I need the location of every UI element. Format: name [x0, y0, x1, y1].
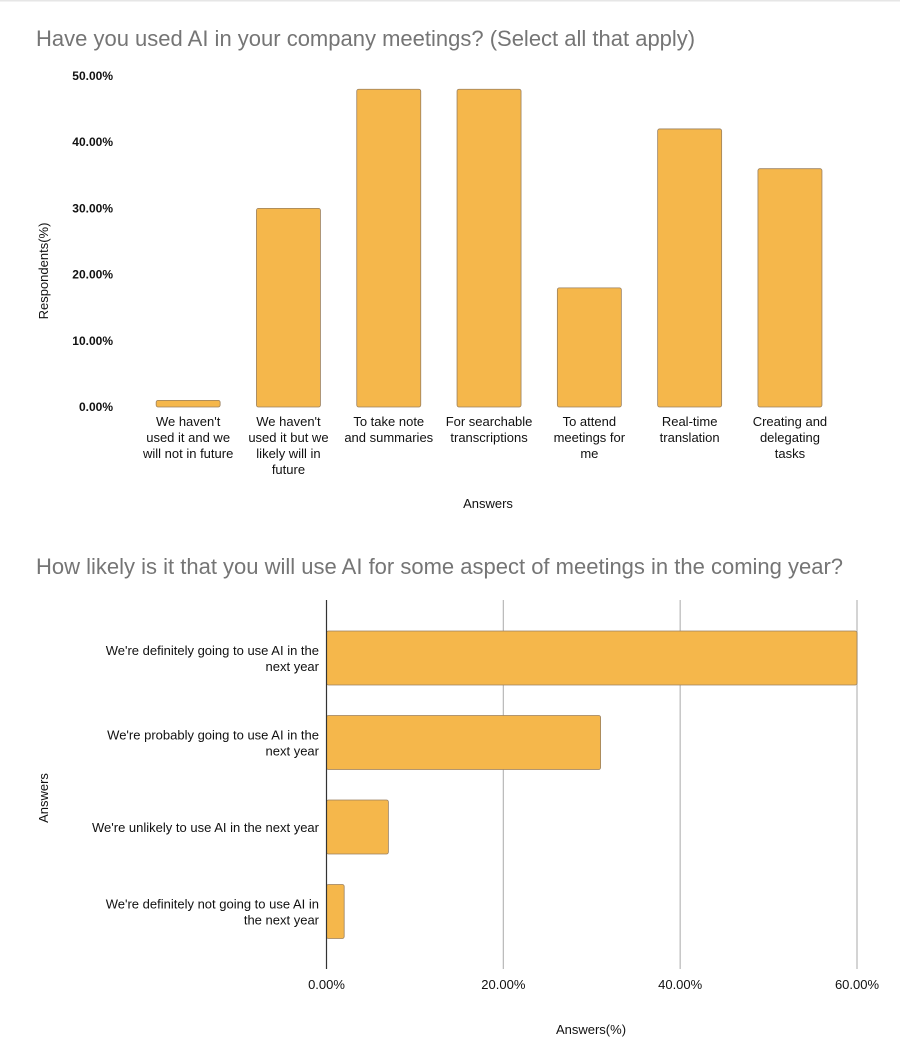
chart-usage-ytick: 40.00%: [72, 135, 113, 149]
chart-usage-ytick: 30.00%: [72, 201, 113, 215]
chart-usage-title: Have you used AI in your company meeting…: [36, 26, 695, 51]
chart-likelihood-bar: [326, 630, 858, 686]
chart-likelihood-xtick: 60.00%: [835, 977, 880, 992]
chart-usage-bar: [456, 88, 522, 408]
chart-likelihood-bar: [326, 884, 345, 939]
chart-usage-xtick: We haven't used it and we will not in futu…: [142, 414, 233, 461]
chart-usage-ylabel: Respondents(%): [36, 223, 51, 320]
chart-usage-xtick: Creating and delegating tasks: [753, 414, 827, 461]
chart-usage-xtick: We haven't used it but we likely will in fu…: [248, 414, 328, 477]
top-border: [0, 0, 900, 2]
chart-usage-bar: [657, 128, 723, 408]
chart-likelihood-xtick: 40.00%: [658, 977, 703, 992]
chart-likelihood: How likely is it that you will use AI fo…: [36, 554, 879, 1037]
chart-likelihood-ylabel: Answers: [36, 773, 51, 823]
chart-usage-bar: [757, 168, 823, 408]
chart-usage-bar: [356, 88, 422, 408]
chart-likelihood-xlabel: Answers(%): [556, 1022, 626, 1037]
chart-likelihood-xtick: 0.00%: [308, 977, 345, 992]
chart-usage-xtick: To attend meetings for me: [554, 414, 626, 461]
chart-usage-ytick: 0.00%: [79, 400, 113, 414]
chart-usage-bar: [256, 207, 321, 408]
chart-usage-xtick: To take note and summaries: [344, 414, 433, 445]
chart-usage-ytick: 20.00%: [72, 268, 113, 282]
chart-likelihood-bar: [326, 799, 389, 855]
chart-usage-ytick: 50.00%: [72, 69, 113, 83]
chart-usage-ytick: 10.00%: [72, 334, 113, 348]
chart-likelihood-ylabel-item: We're probably going to use AI in the nex…: [107, 728, 319, 759]
chart-usage-bar: [556, 287, 622, 408]
chart-likelihood-ylabel-item: We're definitely going to use AI in the n…: [106, 643, 320, 674]
chart-usage-xlabel: Answers: [463, 496, 513, 511]
chart-usage: Have you used AI in your company meeting…: [36, 26, 827, 511]
chart-usage-xtick: For searchable transcriptions: [446, 414, 533, 445]
chart-likelihood-title: How likely is it that you will use AI fo…: [36, 554, 843, 579]
chart-likelihood-ylabel-item: We're definitely not going to use AI in t…: [106, 897, 320, 928]
chart-likelihood-ylabel-item: We're unlikely to use AI in the next yea…: [92, 820, 320, 835]
chart-usage-bar: [155, 399, 221, 408]
chart-likelihood-xtick: 20.00%: [481, 977, 526, 992]
chart-likelihood-bar: [326, 715, 601, 770]
chart-usage-xtick: Real-time translation: [660, 414, 720, 445]
